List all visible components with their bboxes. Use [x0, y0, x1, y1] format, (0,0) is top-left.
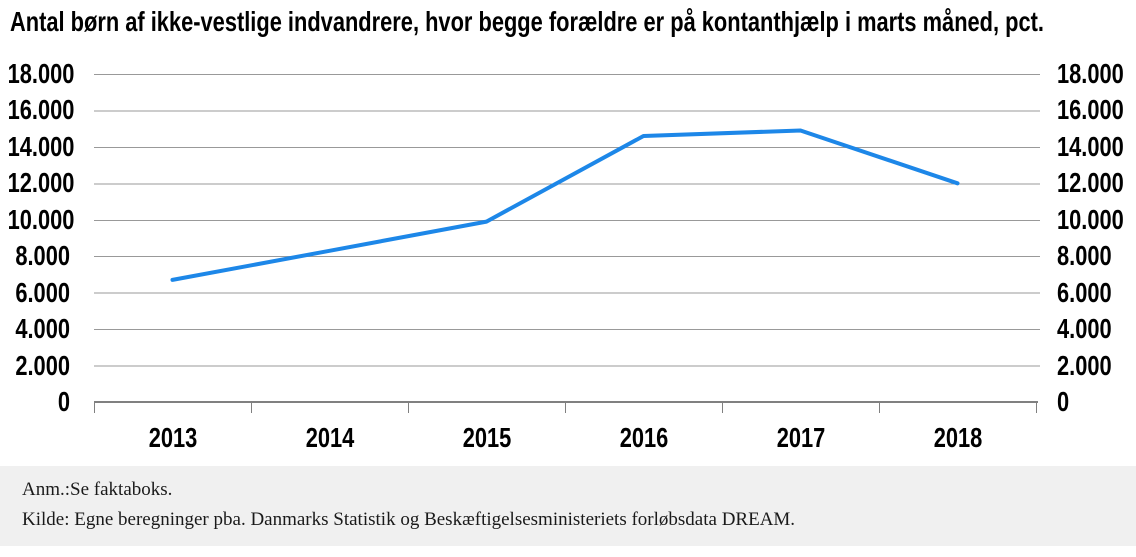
y-axis-label-left: 18.000 [7, 58, 75, 89]
y-axis-label-right: 4.000 [1057, 313, 1112, 345]
x-axis-line [94, 401, 1038, 413]
y-axis-label-left: 10.000 [7, 203, 75, 235]
chart-area: 0 2.000 4.000 6.000 8.000 10.000 12.000 14.000 1… [7, 58, 1124, 453]
footnote-note: Anm.:Se faktaboks. [22, 479, 173, 500]
y-axis-label-right: 18.000 [1057, 58, 1124, 89]
y-axis-label-left: 8.000 [15, 240, 70, 272]
y-axis-label-right: 6.000 [1057, 276, 1112, 308]
gridlines [94, 74, 1040, 367]
chart-title: Antal børn af ikke-vestlige indvandrere,… [10, 6, 1044, 37]
y-axis-label-right: 0 [1057, 386, 1070, 417]
data-line [170, 128, 960, 282]
x-axis-label: 2016 [619, 422, 668, 453]
y-axis-label-right: 10.000 [1057, 203, 1124, 235]
footnote-area: Anm.:Se faktaboks. Kilde: Egne beregning… [0, 466, 1136, 546]
y-axis-label-left: 4.000 [15, 313, 70, 345]
y-axis-label-left: 6.000 [15, 276, 70, 308]
chart-svg [94, 74, 1040, 413]
x-axis-label: 2013 [148, 422, 197, 453]
y-axis-label-right: 2.000 [1057, 349, 1112, 381]
x-axis-label: 2018 [933, 422, 982, 453]
y-axis-label-left: 12.000 [7, 167, 75, 199]
x-axis-label: 2015 [462, 422, 511, 453]
y-axis-label-right: 12.000 [1057, 167, 1124, 199]
y-axis-label-left: 16.000 [7, 94, 75, 126]
y-axis-label-right: 14.000 [1057, 130, 1124, 162]
x-axis-label: 2014 [305, 422, 354, 453]
y-axis-label-right: 16.000 [1057, 94, 1124, 126]
x-axis-label: 2017 [776, 422, 825, 453]
footnote-source: Kilde: Egne beregninger pba. Danmarks St… [22, 509, 796, 530]
y-axis-label-left: 2.000 [15, 349, 70, 381]
y-axis-label-left: 0 [57, 386, 70, 417]
y-axis-label-left: 14.000 [7, 130, 75, 162]
y-axis-label-right: 8.000 [1057, 240, 1112, 272]
